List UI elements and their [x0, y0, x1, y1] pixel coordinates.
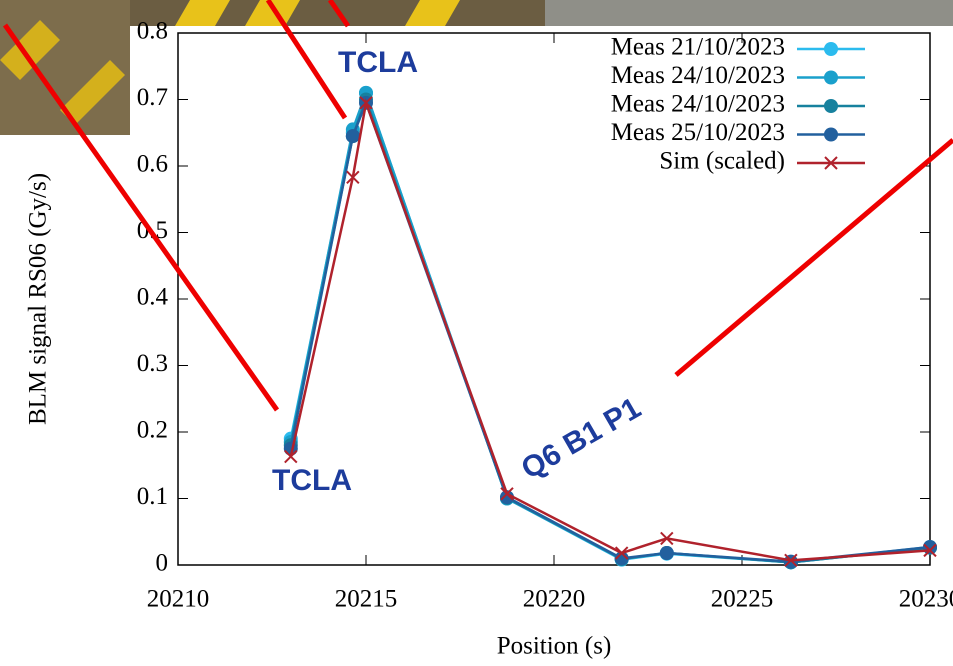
y-tick-label: 0.8	[137, 18, 168, 45]
data-point	[346, 170, 360, 185]
annotation: TCLA	[272, 464, 352, 497]
y-tick-label: 0.3	[137, 350, 168, 377]
plot-area	[177, 32, 931, 566]
legend-marker	[824, 156, 838, 170]
y-axis-label: BLM signal RS06 (Gy/s)	[25, 173, 52, 425]
legend-marker	[824, 70, 838, 85]
data-point	[660, 531, 674, 546]
series-line	[289, 97, 931, 562]
y-tick-label: 0.6	[137, 151, 168, 178]
y-tick-label: 0.4	[137, 284, 169, 311]
annotation: TCLA	[338, 46, 418, 79]
data-point	[345, 129, 360, 144]
y-tick-label: 0.7	[137, 84, 168, 111]
legend-label: Sim (scaled)	[659, 148, 785, 175]
data-point	[359, 96, 373, 110]
y-tick-label: 0.2	[137, 417, 168, 444]
data-point	[614, 546, 629, 560]
legend-marker	[824, 42, 838, 56]
data-point	[784, 553, 798, 568]
data-point	[500, 487, 514, 501]
data-point	[659, 546, 674, 561]
overlay-lines	[2, 0, 953, 412]
legend-label: Meas 24/10/2023	[611, 62, 785, 89]
plot: 00.10.20.30.40.50.60.70.8202102021520220…	[137, 18, 953, 613]
legend-label: Meas 25/10/2023	[611, 119, 785, 146]
data-point	[500, 490, 514, 505]
x-tick-label: 20215	[335, 586, 398, 613]
legend-label: Meas 24/10/2023	[611, 91, 785, 118]
x-tick-label: 20225	[711, 586, 774, 613]
data-point	[284, 449, 298, 464]
data-point	[614, 551, 629, 566]
data-point	[923, 543, 937, 558]
legend-marker	[824, 99, 838, 113]
x-tick-label: 20220	[523, 586, 586, 613]
y-tick-label: 0.1	[137, 483, 168, 510]
x-tick-label: 20210	[147, 586, 210, 613]
y-tick-label: 0	[156, 550, 169, 577]
legend-marker	[824, 127, 838, 142]
x-tick-label: 20230	[899, 586, 953, 613]
legend-label: Meas 21/10/2023	[611, 34, 785, 61]
x-axis-label: Position (s)	[497, 633, 612, 660]
